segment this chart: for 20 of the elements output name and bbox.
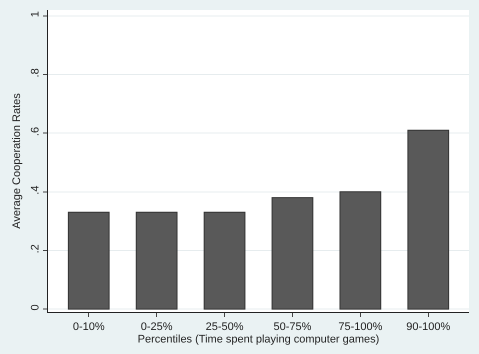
y-tick-label: 1 (30, 11, 42, 18)
bar (407, 130, 450, 310)
x-tick-label: 0-25% (140, 321, 173, 334)
x-tick-label: 50-75% (273, 321, 312, 334)
bar (68, 212, 110, 310)
x-tick-label: 90-100% (406, 321, 450, 334)
bar (204, 212, 246, 310)
x-tick-label: 75-100% (338, 321, 383, 334)
y-tick-label: .4 (30, 186, 42, 195)
y-axis-title: Average Cooperation Rates (11, 92, 24, 229)
y-tick-label: 0 (30, 304, 42, 310)
bar (136, 212, 178, 310)
bar (272, 197, 314, 310)
x-tick-label: 0-10% (72, 321, 105, 334)
y-tick-label: .6 (30, 126, 42, 136)
y-tick-label: .2 (30, 244, 42, 254)
y-tick-label: .8 (30, 68, 42, 78)
x-axis-title: Percentiles (Time spent playing computer games) (138, 333, 380, 346)
bar (339, 191, 382, 310)
x-tick-label: 25-50% (206, 321, 244, 334)
